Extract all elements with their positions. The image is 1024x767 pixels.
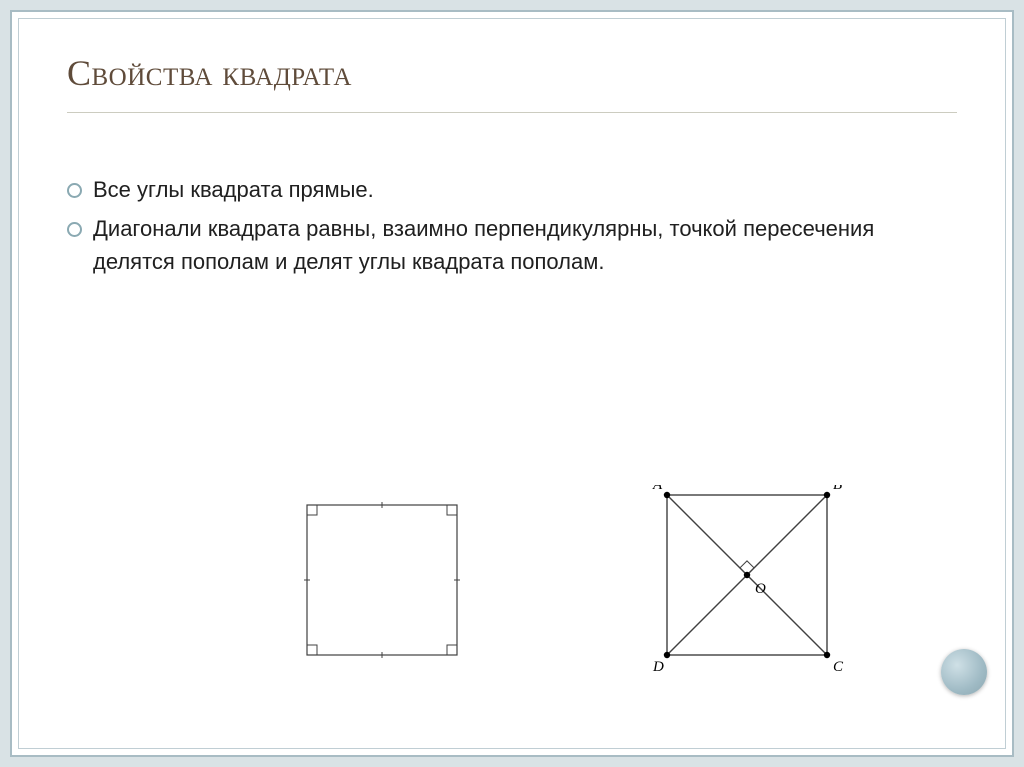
- slide-frame: Свойства квадрата Все углы квадрата прям…: [10, 10, 1014, 757]
- slide-title: Свойства квадрата: [67, 52, 957, 113]
- svg-text:O: O: [755, 581, 766, 597]
- bullet-list: Все углы квадрата прямые. Диагонали квад…: [67, 173, 957, 278]
- figures-row: A B C D O: [67, 485, 957, 705]
- svg-text:D: D: [652, 659, 664, 675]
- decorative-sphere: [941, 649, 987, 695]
- svg-text:C: C: [833, 659, 844, 675]
- slide-content: Свойства квадрата Все углы квадрата прям…: [67, 52, 957, 725]
- figures-svg: A B C D O: [67, 485, 967, 705]
- bullet-item: Диагонали квадрата равны, взаимно перпен…: [67, 212, 957, 278]
- svg-text:A: A: [652, 485, 663, 493]
- bullet-item: Все углы квадрата прямые.: [67, 173, 957, 206]
- svg-text:B: B: [833, 485, 842, 493]
